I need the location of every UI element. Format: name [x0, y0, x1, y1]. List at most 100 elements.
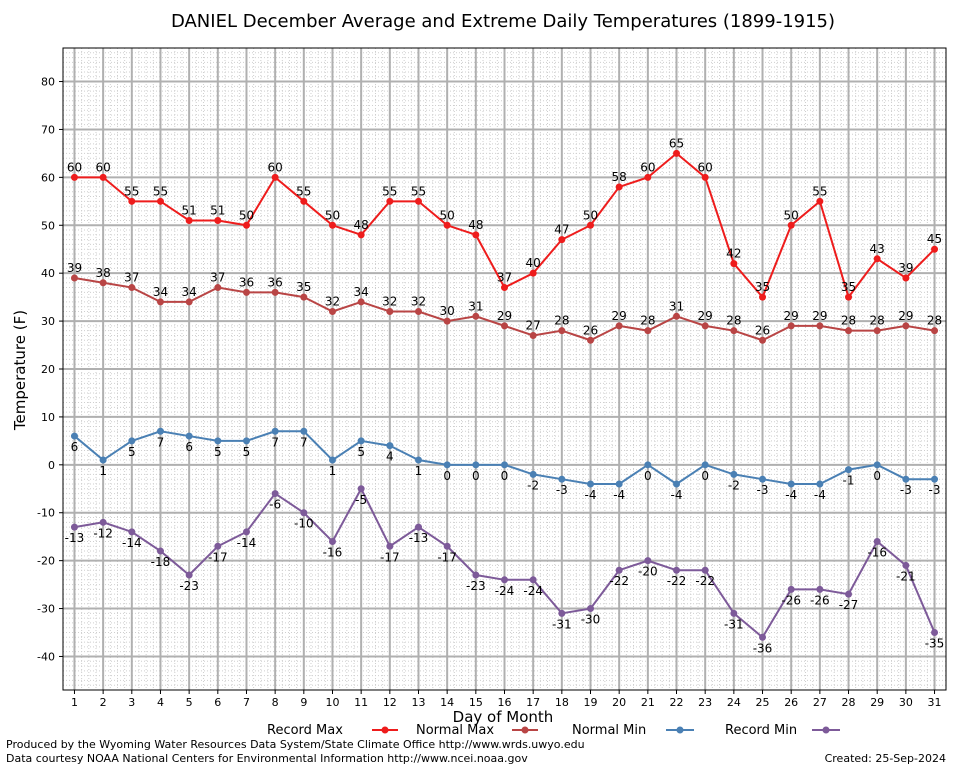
y-tick-label: 70 — [41, 123, 55, 136]
data-label: -14 — [122, 536, 142, 550]
data-point — [328, 308, 336, 316]
data-point — [558, 327, 566, 335]
data-point — [70, 523, 78, 531]
data-point — [185, 571, 193, 579]
data-label: -13 — [65, 531, 85, 545]
x-tick-label: 16 — [498, 696, 512, 709]
data-label: 28 — [726, 314, 741, 328]
data-point — [587, 221, 595, 229]
data-point — [271, 427, 279, 435]
data-point — [99, 518, 107, 526]
data-point — [529, 576, 537, 584]
data-point — [816, 585, 824, 593]
data-point — [673, 312, 681, 320]
data-point — [472, 571, 480, 579]
data-label: -26 — [810, 593, 830, 607]
data-label: 32 — [325, 295, 340, 309]
data-label: 42 — [726, 247, 741, 261]
data-point — [300, 509, 308, 517]
data-label: -22 — [667, 574, 687, 588]
data-label: 60 — [268, 160, 283, 174]
data-label: 36 — [268, 275, 283, 289]
data-point — [156, 547, 164, 555]
data-label: -2 — [527, 478, 539, 492]
legend-item: Normal Max — [416, 723, 538, 738]
data-label: -3 — [929, 483, 941, 497]
data-label: 5 — [214, 445, 222, 459]
data-label: 35 — [755, 280, 770, 294]
data-label: 6 — [71, 440, 79, 454]
data-point — [156, 427, 164, 435]
y-tick-label: 80 — [41, 76, 55, 89]
data-point — [673, 149, 681, 157]
y-tick-label: -30 — [37, 603, 55, 616]
data-label: -5 — [355, 493, 367, 507]
data-label: 0 — [873, 469, 881, 483]
x-tick-label: 4 — [157, 696, 164, 709]
x-tick-label: 9 — [300, 696, 307, 709]
data-point — [214, 284, 222, 292]
data-point — [501, 322, 508, 330]
data-label: -27 — [839, 598, 859, 612]
data-label: -4 — [785, 488, 797, 502]
x-tick-label: 5 — [186, 696, 193, 709]
data-label: 7 — [271, 435, 279, 449]
legend-label: Record Max — [267, 723, 343, 738]
x-tick-label: 17 — [526, 696, 540, 709]
data-label: -24 — [495, 584, 515, 598]
data-point — [472, 312, 480, 320]
data-label: 28 — [841, 314, 856, 328]
data-label: 29 — [497, 309, 512, 323]
data-point — [902, 274, 910, 282]
data-point — [357, 298, 365, 306]
data-label: 55 — [124, 184, 139, 198]
data-point — [443, 317, 451, 325]
data-label: 50 — [239, 208, 254, 222]
data-point — [759, 336, 767, 344]
data-label: 32 — [411, 295, 426, 309]
data-point — [787, 480, 795, 488]
data-label: 26 — [755, 323, 770, 337]
data-point — [242, 288, 250, 296]
series-record-max: 60 60 55 55 51 51 50 60 55 50 48 55 55 50 48 37 40 47 50 58… — [67, 136, 942, 301]
data-label: 28 — [927, 314, 942, 328]
data-label: -4 — [671, 488, 683, 502]
data-point — [328, 221, 336, 229]
data-point — [873, 255, 881, 263]
data-label: 60 — [67, 160, 82, 174]
x-tick-label: 31 — [928, 696, 942, 709]
data-label: 0 — [701, 469, 709, 483]
data-point — [730, 260, 738, 268]
data-point — [845, 466, 853, 474]
data-point — [529, 331, 537, 339]
legend: Record Max Normal Max Normal Min Record Min — [267, 723, 840, 738]
data-label: 51 — [210, 203, 225, 217]
data-point — [558, 609, 566, 617]
x-tick-label: 26 — [784, 696, 798, 709]
data-point — [242, 221, 250, 229]
data-label: -4 — [613, 488, 625, 502]
data-point — [558, 236, 566, 244]
data-label: -6 — [269, 498, 281, 512]
data-point — [443, 461, 451, 469]
data-label: -22 — [609, 574, 629, 588]
data-label: 27 — [526, 318, 541, 332]
x-tick-label: 28 — [842, 696, 856, 709]
data-label: -3 — [900, 483, 912, 497]
data-point — [128, 197, 136, 205]
data-label: 35 — [296, 280, 311, 294]
data-label: -12 — [93, 526, 113, 540]
x-tick-label: 24 — [727, 696, 741, 709]
data-label: 60 — [698, 160, 713, 174]
data-point — [701, 322, 709, 330]
data-label: -20 — [638, 565, 658, 579]
data-point — [529, 470, 537, 478]
data-label: 45 — [927, 232, 942, 246]
data-point — [644, 173, 652, 181]
data-point — [414, 523, 422, 531]
data-point — [587, 336, 595, 344]
data-label: 50 — [440, 208, 455, 222]
data-point — [156, 298, 164, 306]
data-point — [128, 284, 136, 292]
data-point — [501, 461, 508, 469]
